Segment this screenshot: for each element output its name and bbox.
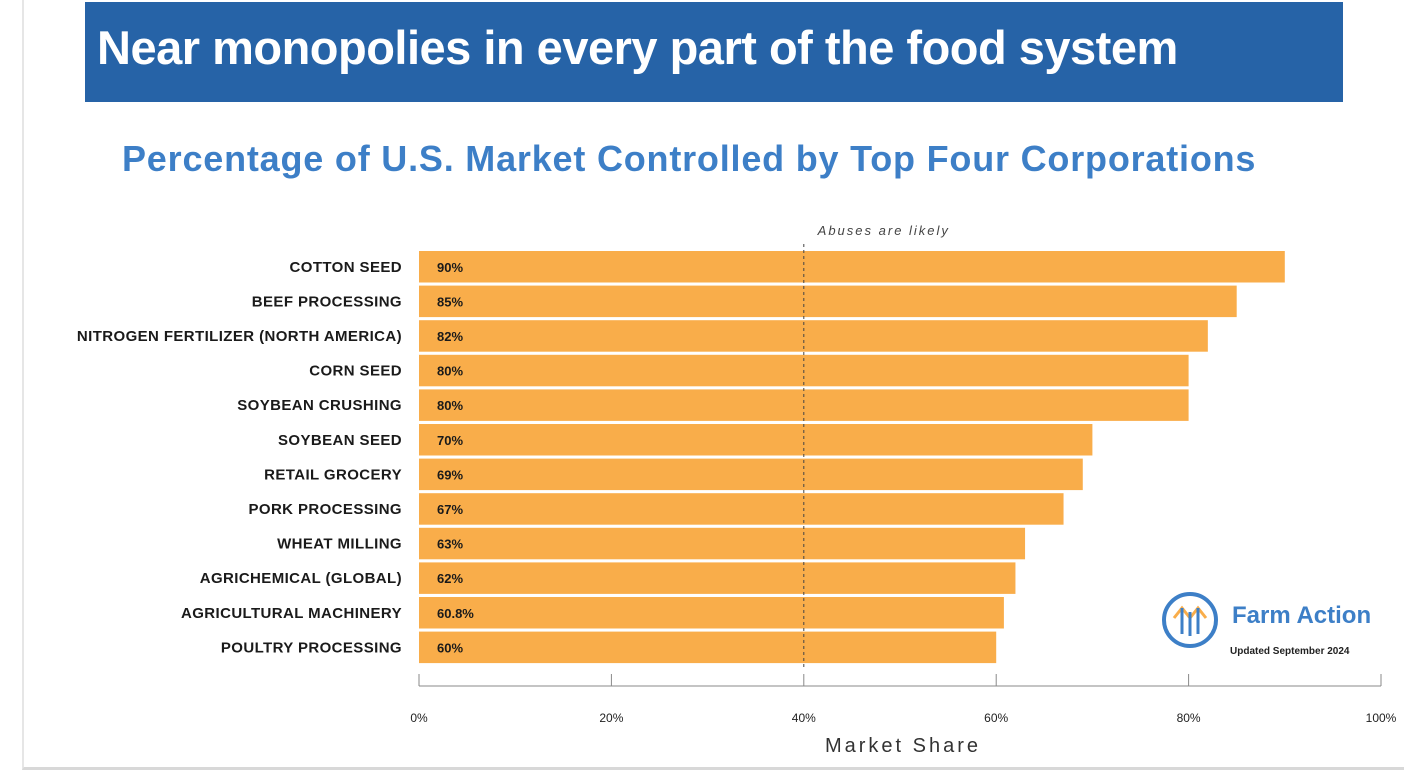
bar <box>419 493 1064 525</box>
value-label: 85% <box>437 294 463 309</box>
value-label: 69% <box>437 467 463 482</box>
bar <box>419 285 1237 318</box>
category-label: SOYBEAN SEED <box>278 432 402 449</box>
bar <box>419 562 1016 594</box>
value-label: 60.8% <box>437 606 474 621</box>
farm-action-arrows-icon <box>1162 592 1218 648</box>
value-label: 80% <box>437 398 463 413</box>
category-label: PORK PROCESSING <box>248 501 402 518</box>
value-label: 82% <box>437 329 463 344</box>
bar <box>419 320 1208 352</box>
category-label: NITROGEN FERTILIZER (NORTH AMERICA) <box>77 328 402 345</box>
threshold-annotation: Abuses are likely <box>817 223 950 238</box>
bar <box>419 527 1026 560</box>
brand-name: Farm Action <box>1232 602 1372 629</box>
title-banner: Near monopolies in every part of the foo… <box>85 2 1343 102</box>
value-label: 67% <box>437 502 463 517</box>
updated-date: Updated September 2024 <box>1230 646 1350 657</box>
value-label: 70% <box>437 433 463 448</box>
value-label: 63% <box>437 537 463 552</box>
bar <box>419 631 997 664</box>
bar <box>419 424 1093 456</box>
chart-title: Percentage of U.S. Market Controlled by … <box>122 138 1257 179</box>
category-label: RETAIL GROCERY <box>264 466 402 483</box>
category-label: AGRICULTURAL MACHINERY <box>181 605 402 622</box>
x-tick-label: 60% <box>984 711 1008 725</box>
farm-action-logo: Farm Action Updated September 2024 <box>1160 586 1390 666</box>
chart-frame <box>22 0 1404 770</box>
x-tick-label: 20% <box>599 711 623 725</box>
x-tick-label: 100% <box>1366 711 1397 725</box>
value-label: 62% <box>437 571 463 586</box>
category-label: AGRICHEMICAL (GLOBAL) <box>200 570 402 587</box>
category-label: BEEF PROCESSING <box>252 293 402 310</box>
x-tick-label: 80% <box>1177 711 1201 725</box>
x-axis-title: Market Share <box>825 735 981 757</box>
category-label: COTTON SEED <box>290 259 402 276</box>
category-label: CORN SEED <box>309 363 402 380</box>
x-tick-label: 0% <box>410 711 428 725</box>
banner-title: Near monopolies in every part of the foo… <box>97 21 1178 74</box>
x-tick-label: 40% <box>792 711 816 725</box>
category-label: WHEAT MILLING <box>277 536 402 553</box>
bar <box>419 597 1004 629</box>
bar <box>419 251 1285 283</box>
category-label: POULTRY PROCESSING <box>221 639 402 656</box>
category-label: SOYBEAN CRUSHING <box>237 397 402 414</box>
bar <box>419 458 1083 491</box>
value-label: 90% <box>437 260 463 275</box>
value-label: 80% <box>437 364 463 379</box>
value-label: 60% <box>437 640 463 655</box>
